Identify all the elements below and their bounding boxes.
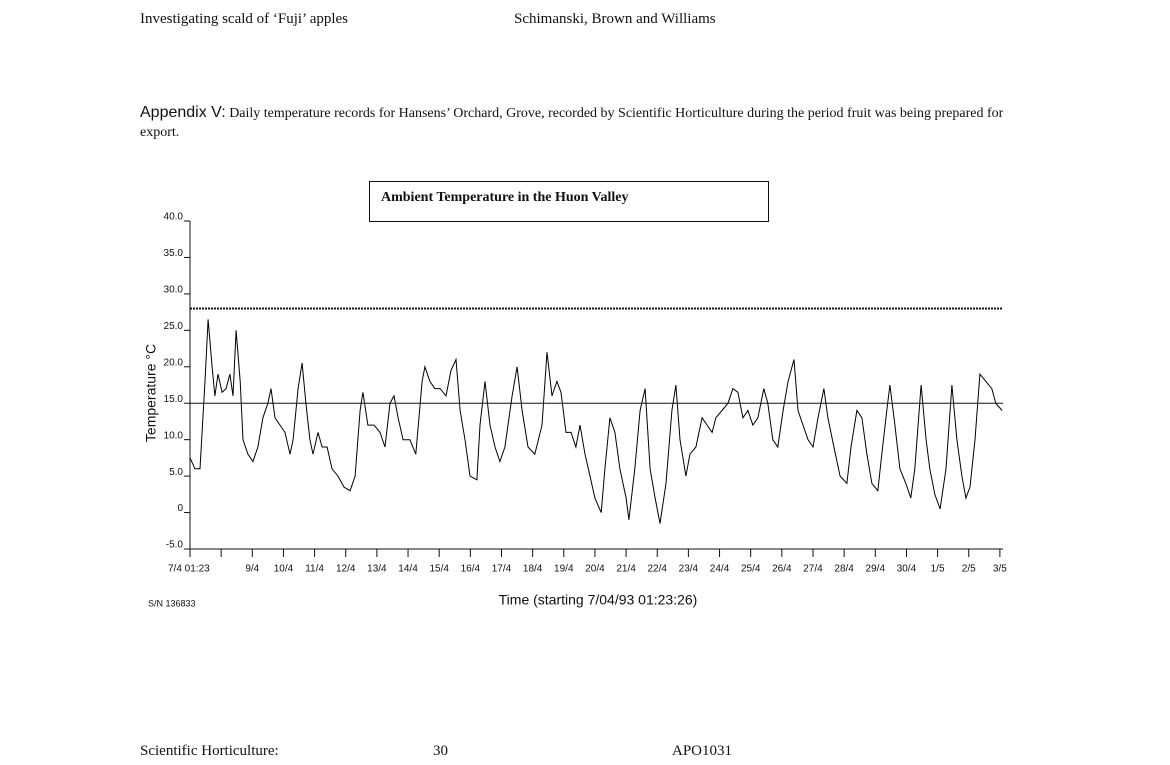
y-tick-label: 15.0 [164,394,184,405]
serial-note: S/N 136833 [148,598,196,608]
appendix-label: Appendix V: [140,104,226,121]
temperature-line [189,319,1003,524]
x-tick-label: 13/4 [367,564,387,575]
header-right: Schimanski, Brown and Williams [514,11,716,27]
x-tick-label: 15/4 [429,564,449,575]
x-tick-label: 7/4 01:23 [168,564,210,575]
x-tick-label: 16/4 [461,564,481,575]
x-tick-label: 11/4 [305,564,324,575]
y-tick-label: 40.0 [164,212,184,223]
x-tick-label: 10/4 [274,564,294,575]
x-tick-label: 12/4 [336,564,356,575]
x-tick-label: 19/4 [554,564,574,575]
x-tick-label: 23/4 [679,564,699,575]
y-tick-label: 0 [177,503,183,514]
x-tick-label: 28/4 [834,564,854,575]
y-tick-label: 35.0 [164,248,184,259]
appendix-text: Daily temperature records for Hansens’ O… [140,106,1004,140]
title-box [369,181,769,222]
x-tick-label: 24/4 [710,564,730,575]
x-tick-label: 3/5 [993,564,1007,575]
x-tick-label: 20/4 [585,564,605,575]
y-axis-label: Temperature °C [143,344,159,442]
footer-code: APO1031 [672,743,733,759]
footer-page: 30 [433,743,448,759]
y-tick-label: 25.0 [164,321,184,332]
x-tick-label: 2/5 [962,564,976,575]
chart-title: Ambient Temperature in the Huon Valley [381,190,629,205]
y-tick-label: 30.0 [164,285,184,296]
x-tick-label: 30/4 [897,564,917,575]
footer-left: Scientific Horticulture: [140,743,279,759]
x-tick-label: 27/4 [803,564,823,575]
x-tick-label: 1/5 [931,564,945,575]
x-axis-label: Time (starting 7/04/93 01:23:26) [499,592,698,608]
appendix: Appendix V: Daily temperature records fo… [140,103,1020,142]
header-left: Investigating scald of ‘Fuji’ apples [140,11,349,27]
y-tick-label: 10.0 [164,430,184,441]
x-tick-label: 25/4 [741,564,761,575]
x-tick-label: 9/4 [245,564,259,575]
y-tick-label: -5.0 [166,540,184,551]
x-tick-label: 26/4 [772,564,792,575]
y-tick-label: 20.0 [164,357,184,368]
x-tick-label: 18/4 [523,564,543,575]
x-tick-label: 21/4 [616,564,636,575]
y-tick-label: 5.0 [169,467,183,478]
x-tick-label: 14/4 [398,564,418,575]
x-tick-label: 22/4 [648,564,668,575]
x-tick-label: 17/4 [492,564,512,575]
x-tick-label: 29/4 [866,564,886,575]
